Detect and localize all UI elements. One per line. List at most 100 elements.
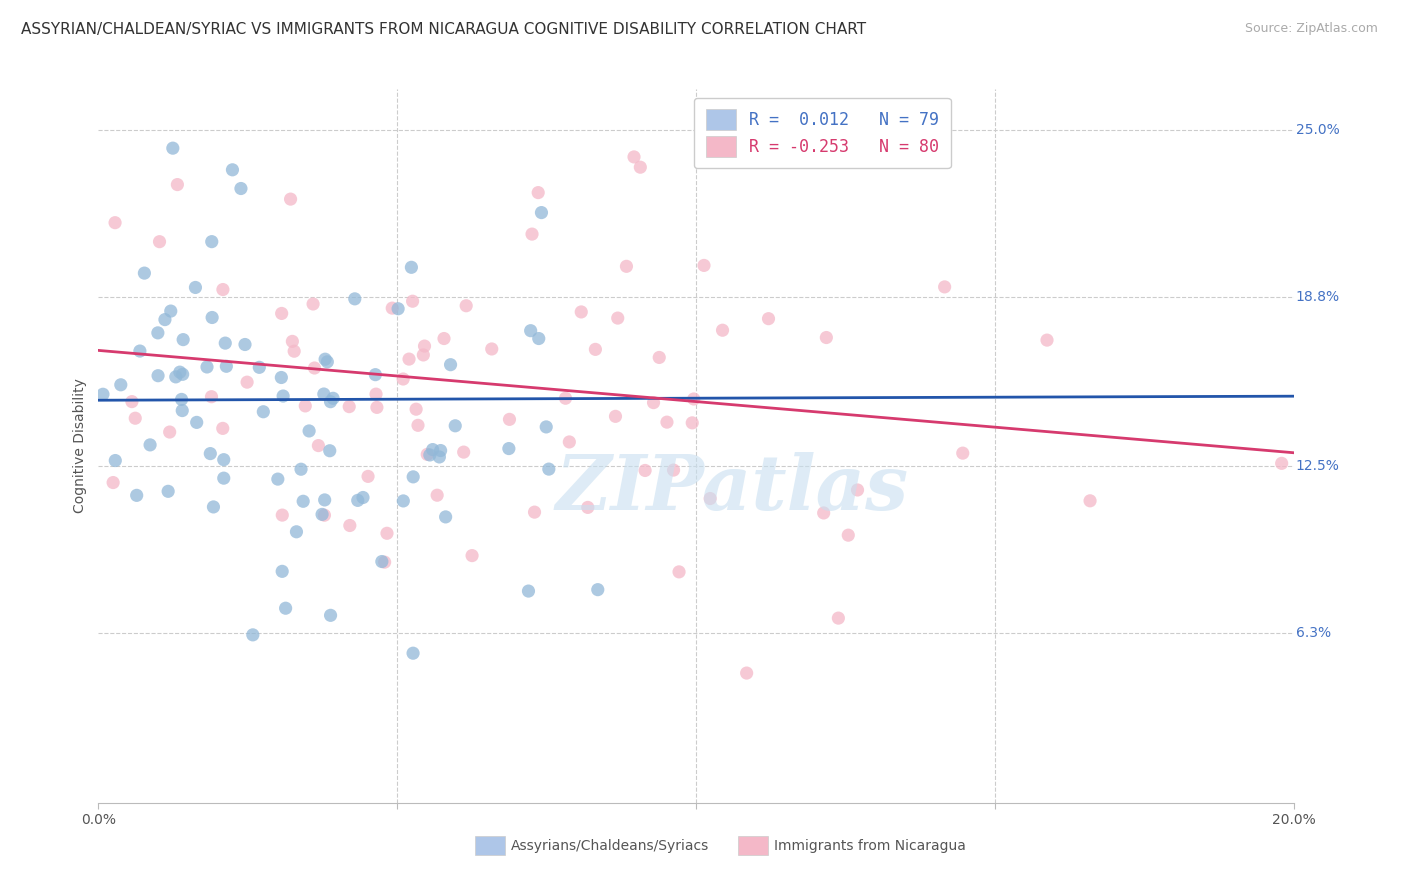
Point [628, 160, 651, 174]
Point [195, 359, 218, 374]
Point [302, 297, 325, 311]
Point [827, 611, 849, 625]
Point [104, 453, 127, 467]
Point [229, 181, 252, 195]
Point [662, 463, 685, 477]
Point [270, 370, 292, 384]
Text: 18.8%: 18.8% [1296, 290, 1340, 303]
Point [311, 508, 333, 522]
Point [398, 352, 420, 367]
Point [242, 628, 264, 642]
Point [283, 344, 305, 359]
Point [165, 370, 187, 384]
Point [429, 450, 451, 464]
Point [381, 301, 404, 315]
Text: ZIPatlas: ZIPatlas [555, 452, 908, 525]
Text: 6.3%: 6.3% [1296, 626, 1331, 640]
Point [124, 411, 146, 425]
Point [200, 447, 222, 461]
Point [316, 355, 339, 369]
Point [583, 343, 606, 357]
Point [815, 330, 838, 344]
Point [758, 311, 780, 326]
Point [406, 418, 429, 433]
Point [412, 348, 434, 362]
Point [290, 462, 312, 476]
Point [444, 418, 467, 433]
Point [146, 326, 169, 340]
Point [537, 462, 560, 476]
Point [711, 323, 734, 337]
Point [517, 584, 540, 599]
Point [271, 389, 294, 403]
Point [214, 336, 236, 351]
Point [201, 310, 224, 325]
Point [558, 434, 581, 449]
Point [157, 484, 180, 499]
Point [172, 368, 194, 382]
Point [461, 549, 484, 563]
Point [375, 526, 398, 541]
Point [401, 260, 423, 275]
Point [426, 488, 449, 502]
Point [247, 360, 270, 375]
Point [172, 333, 194, 347]
Point [934, 280, 956, 294]
Point [221, 162, 243, 177]
Point [125, 488, 148, 502]
Point [735, 666, 758, 681]
Point [534, 420, 557, 434]
Text: 12.5%: 12.5% [1296, 459, 1340, 473]
Text: 25.0%: 25.0% [1296, 122, 1340, 136]
Point [527, 332, 550, 346]
Point [523, 505, 546, 519]
Point [519, 324, 541, 338]
Point [569, 305, 592, 319]
Point [1078, 493, 1101, 508]
Point [392, 372, 415, 386]
Point [159, 425, 181, 439]
Point [319, 394, 342, 409]
Point [416, 447, 439, 461]
Point [128, 344, 150, 359]
Point [846, 483, 869, 497]
Point [101, 475, 124, 490]
Point [405, 402, 427, 417]
Point [172, 403, 194, 417]
Point [453, 445, 475, 459]
Point [170, 392, 193, 407]
Point [212, 471, 235, 485]
Point [402, 646, 425, 660]
Point [433, 332, 456, 346]
Point [648, 351, 671, 365]
Point [586, 582, 609, 597]
Point [520, 227, 543, 241]
Point [498, 442, 520, 456]
Point [434, 509, 457, 524]
Point [134, 266, 156, 280]
Point [314, 492, 336, 507]
Point [148, 235, 170, 249]
Point [952, 446, 974, 460]
Point [343, 292, 366, 306]
Point [364, 387, 387, 401]
Point [202, 500, 225, 514]
Point [271, 508, 294, 522]
Point [699, 491, 721, 506]
Point [212, 283, 235, 297]
Point [1271, 456, 1294, 470]
Point [481, 342, 503, 356]
Point [346, 493, 368, 508]
Point [422, 442, 444, 457]
Text: Source: ZipAtlas.com: Source: ZipAtlas.com [1244, 22, 1378, 36]
Point [166, 178, 188, 192]
Point [314, 352, 336, 367]
Point [439, 358, 461, 372]
Point [307, 439, 329, 453]
Point [527, 186, 550, 200]
Text: ASSYRIAN/CHALDEAN/SYRIAC VS IMMIGRANTS FROM NICARAGUA COGNITIVE DISABILITY CORRE: ASSYRIAN/CHALDEAN/SYRIAC VS IMMIGRANTS F… [21, 22, 866, 37]
Point [364, 368, 387, 382]
Point [643, 395, 665, 409]
Point [139, 438, 162, 452]
FancyBboxPatch shape [738, 837, 768, 855]
